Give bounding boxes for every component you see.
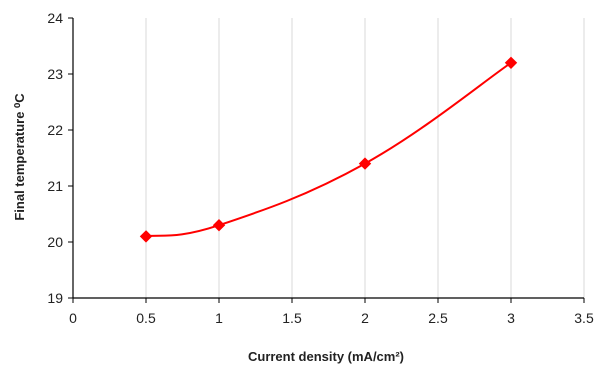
y-tick-label: 21 xyxy=(47,178,63,194)
data-point xyxy=(139,230,153,243)
data-point xyxy=(358,157,372,170)
x-tick-label: 0 xyxy=(69,310,77,326)
x-tick-label: 2.5 xyxy=(428,310,448,326)
x-axis-label: Current density (mA/cm²) xyxy=(248,349,404,364)
y-tick-label: 20 xyxy=(47,234,63,250)
y-tick-label: 22 xyxy=(47,122,63,138)
x-tick-label: 2 xyxy=(361,310,369,326)
x-tick-label: 3 xyxy=(507,310,515,326)
data-point xyxy=(504,56,518,70)
y-tick-label: 19 xyxy=(47,290,63,306)
x-tick-label: 0.5 xyxy=(136,310,156,326)
series-line xyxy=(145,61,512,238)
x-axis: 0 0.5 1 1.5 2 2.5 3 3.5 xyxy=(69,297,594,326)
y-axis-label: Final temperature ⁰C xyxy=(12,93,27,221)
y-tick-label: 24 xyxy=(47,10,63,26)
y-tick-label: 23 xyxy=(47,66,63,82)
y-axis: 19 20 21 22 23 24 xyxy=(47,10,74,306)
x-tick-label: 3.5 xyxy=(574,310,594,326)
data-point xyxy=(212,218,226,232)
x-tick-label: 1 xyxy=(215,310,223,326)
x-tick-label: 1.5 xyxy=(282,310,302,326)
series xyxy=(139,56,518,243)
